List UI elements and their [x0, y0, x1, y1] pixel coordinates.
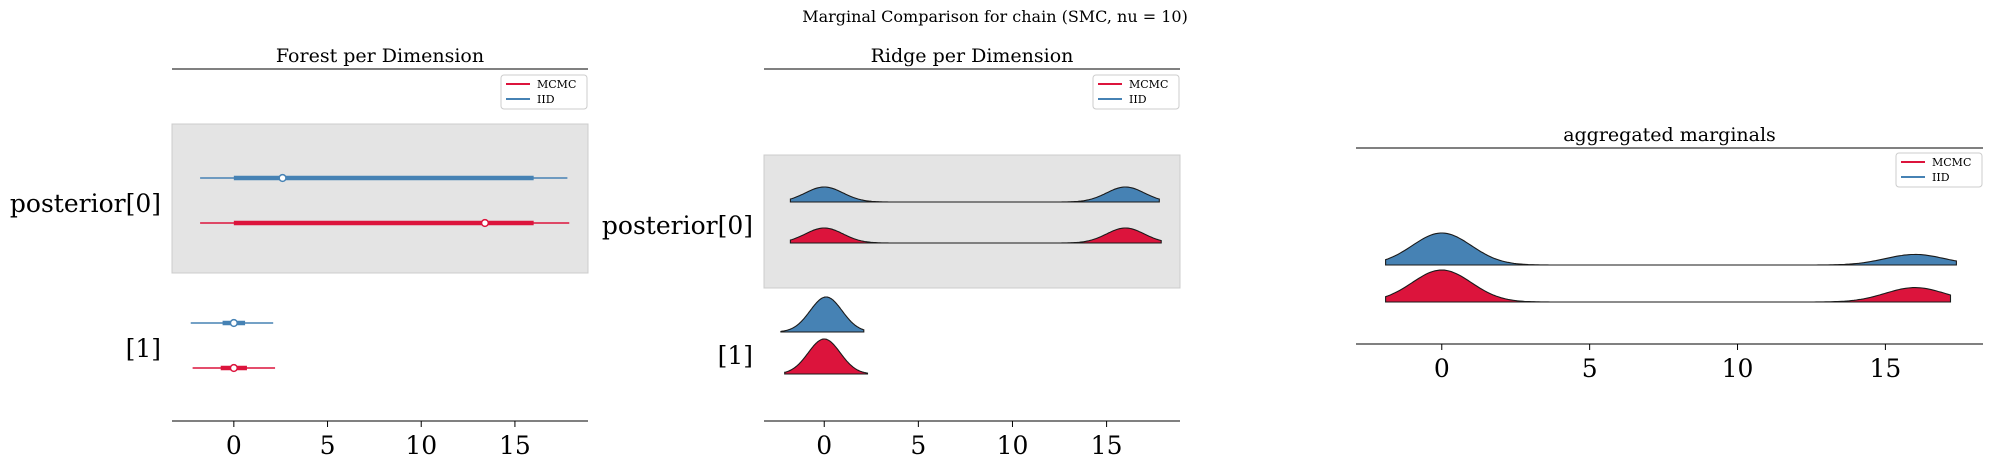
x-tick-label: 10	[1722, 354, 1754, 383]
x-tick-label: 15	[1869, 354, 1901, 383]
x-tick-label: 15	[499, 431, 531, 460]
legend-label-mcmc: MCMC	[1129, 78, 1168, 91]
row-label: posterior[0]	[602, 211, 753, 240]
point-estimate-iid	[278, 173, 287, 183]
x-tick-label: 10	[997, 431, 1029, 460]
legend: MCMC IID	[500, 74, 588, 110]
row-label: [1]	[718, 341, 753, 370]
point-estimate-mcmc	[229, 363, 238, 373]
x-tick-label: 10	[405, 431, 437, 460]
x-tick-label: 0	[816, 431, 832, 460]
x-tick-label: 5	[1582, 354, 1598, 383]
row-label: [1]	[126, 334, 161, 363]
aggregated-panel: aggregated marginals MCMC IID 0 5 10 15	[1356, 124, 1983, 383]
x-tick-label: 0	[226, 431, 242, 460]
panel-title: Ridge per Dimension	[871, 45, 1074, 67]
legend: MCMC IID	[1895, 152, 1983, 188]
legend-label-iid: IID	[1932, 171, 1950, 184]
legend-label-iid: IID	[1129, 93, 1147, 106]
x-tick-label: 15	[1091, 431, 1123, 460]
ridge-mcmc	[784, 338, 869, 375]
point-estimate-mcmc	[480, 218, 490, 228]
x-tick-label: 5	[320, 431, 336, 460]
panels: Forest per Dimension posterior[0] [1] MCMC I…	[10, 45, 1983, 460]
x-tick-label: 0	[1434, 354, 1450, 383]
ridge-panel: Ridge per Dimension posterior[0] [1] MCMC II…	[602, 45, 1181, 460]
panel-title: Forest per Dimension	[276, 45, 484, 67]
panel-title: aggregated marginals	[1563, 124, 1776, 146]
legend-label-mcmc: MCMC	[537, 78, 576, 91]
row-label: posterior[0]	[10, 189, 161, 218]
row-band	[171, 123, 589, 274]
legend-label-iid: IID	[537, 93, 555, 106]
ridge-iid	[789, 186, 1160, 203]
ridge-mcmc	[789, 227, 1162, 244]
forest-panel: Forest per Dimension posterior[0] [1] MCMC I…	[10, 45, 589, 460]
ridge-iid	[1385, 232, 1957, 266]
legend: MCMC IID	[1092, 74, 1180, 110]
ridge-iid	[780, 296, 865, 333]
figure-title: Marginal Comparison for chain (SMC, nu =…	[802, 7, 1188, 26]
row-band	[763, 154, 1181, 289]
legend-label-mcmc: MCMC	[1932, 156, 1971, 169]
x-tick-label: 5	[910, 431, 926, 460]
ridge-mcmc	[1385, 269, 1952, 303]
point-estimate-iid	[229, 318, 238, 328]
